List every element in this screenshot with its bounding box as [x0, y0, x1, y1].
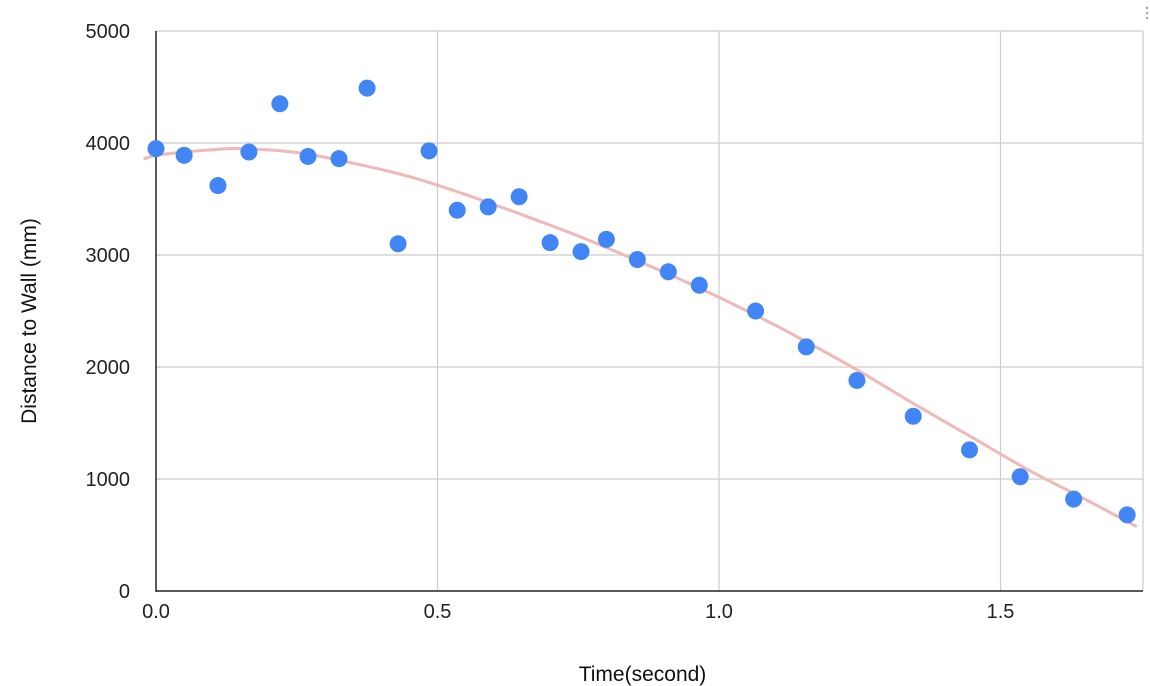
- data-point[interactable]: [961, 441, 979, 459]
- y-axis-title: Distance to Wall (mm): [18, 218, 41, 424]
- data-point[interactable]: [747, 302, 765, 320]
- y-tick-label: 0: [119, 581, 130, 603]
- data-point[interactable]: [628, 250, 646, 268]
- data-point[interactable]: [448, 201, 466, 219]
- data-point[interactable]: [358, 79, 376, 97]
- data-point[interactable]: [420, 142, 438, 160]
- y-tick-label: 3000: [86, 245, 131, 267]
- x-tick-label: 1.0: [705, 601, 733, 623]
- y-tick-label: 5000: [86, 21, 131, 43]
- trendline-layer: [143, 146, 1138, 528]
- data-point[interactable]: [240, 143, 258, 161]
- data-point[interactable]: [147, 140, 165, 158]
- data-points: [147, 79, 1136, 524]
- data-point[interactable]: [1011, 468, 1029, 486]
- data-point[interactable]: [479, 198, 497, 216]
- data-point[interactable]: [690, 276, 708, 294]
- overflow-menu-icon[interactable]: [1145, 6, 1149, 20]
- y-tick-label: 1000: [86, 469, 131, 491]
- data-point[interactable]: [209, 177, 227, 195]
- data-point[interactable]: [299, 147, 317, 165]
- data-point[interactable]: [271, 95, 289, 113]
- data-point[interactable]: [904, 407, 922, 425]
- axes: [155, 31, 1143, 592]
- data-point[interactable]: [797, 338, 815, 356]
- tick-labels: 0 1000 2000 3000 4000 5000 0.0 0.5 1.0 1.5: [86, 21, 1015, 623]
- x-axis-title: Time(second): [579, 663, 707, 686]
- data-point[interactable]: [572, 243, 590, 261]
- y-tick-label: 2000: [86, 357, 131, 379]
- x-tick-label: 0.5: [424, 601, 452, 623]
- data-point[interactable]: [1118, 506, 1136, 524]
- data-point[interactable]: [659, 263, 677, 281]
- trendline: [143, 146, 1138, 528]
- x-tick-label: 1.5: [987, 601, 1015, 623]
- data-point[interactable]: [330, 150, 348, 168]
- data-point[interactable]: [510, 188, 528, 206]
- data-point[interactable]: [175, 146, 193, 164]
- y-tick-label: 4000: [86, 133, 131, 155]
- x-tick-label: 0.0: [142, 601, 170, 623]
- data-point[interactable]: [1065, 490, 1083, 508]
- data-point[interactable]: [848, 371, 866, 389]
- gridlines: [156, 30, 1144, 591]
- data-point[interactable]: [597, 230, 615, 248]
- data-point[interactable]: [389, 235, 407, 253]
- data-point[interactable]: [541, 234, 559, 252]
